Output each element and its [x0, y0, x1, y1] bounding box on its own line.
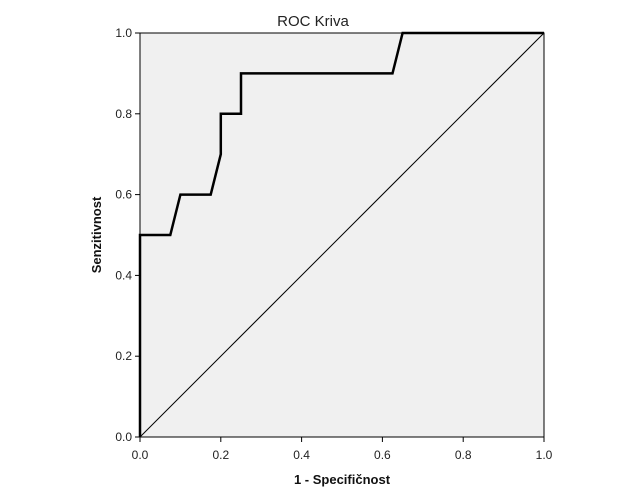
series-layer — [138, 31, 545, 438]
x-tick-label: 0.2 — [212, 448, 229, 462]
y-tick-label: 0.0 — [115, 430, 132, 444]
y-axis: 0.0 0.2 0.4 0.6 0.8 1.0 — [115, 26, 140, 444]
x-axis: 0.0 0.2 0.4 0.6 0.8 1.0 — [132, 437, 553, 462]
x-axis-label: 1 - Specifičnost — [294, 472, 391, 487]
x-tick-label: 0.6 — [374, 448, 391, 462]
y-tick-label: 0.8 — [115, 107, 132, 121]
x-tick-label: 0.0 — [132, 448, 149, 462]
roc-curve-line — [138, 31, 544, 437]
y-tick-label: 1.0 — [115, 26, 132, 40]
reference-diagonal-line — [139, 32, 545, 438]
y-tick-label: 0.6 — [115, 188, 132, 202]
y-tick-label: 0.2 — [115, 349, 132, 363]
x-tick-label: 1.0 — [536, 448, 553, 462]
chart-title: ROC Kriva — [277, 13, 349, 30]
x-tick-label: 0.8 — [455, 448, 472, 462]
y-tick-label: 0.4 — [115, 268, 132, 282]
y-axis-label: Senzitivnost — [89, 196, 104, 273]
x-tick-label: 0.4 — [293, 448, 310, 462]
